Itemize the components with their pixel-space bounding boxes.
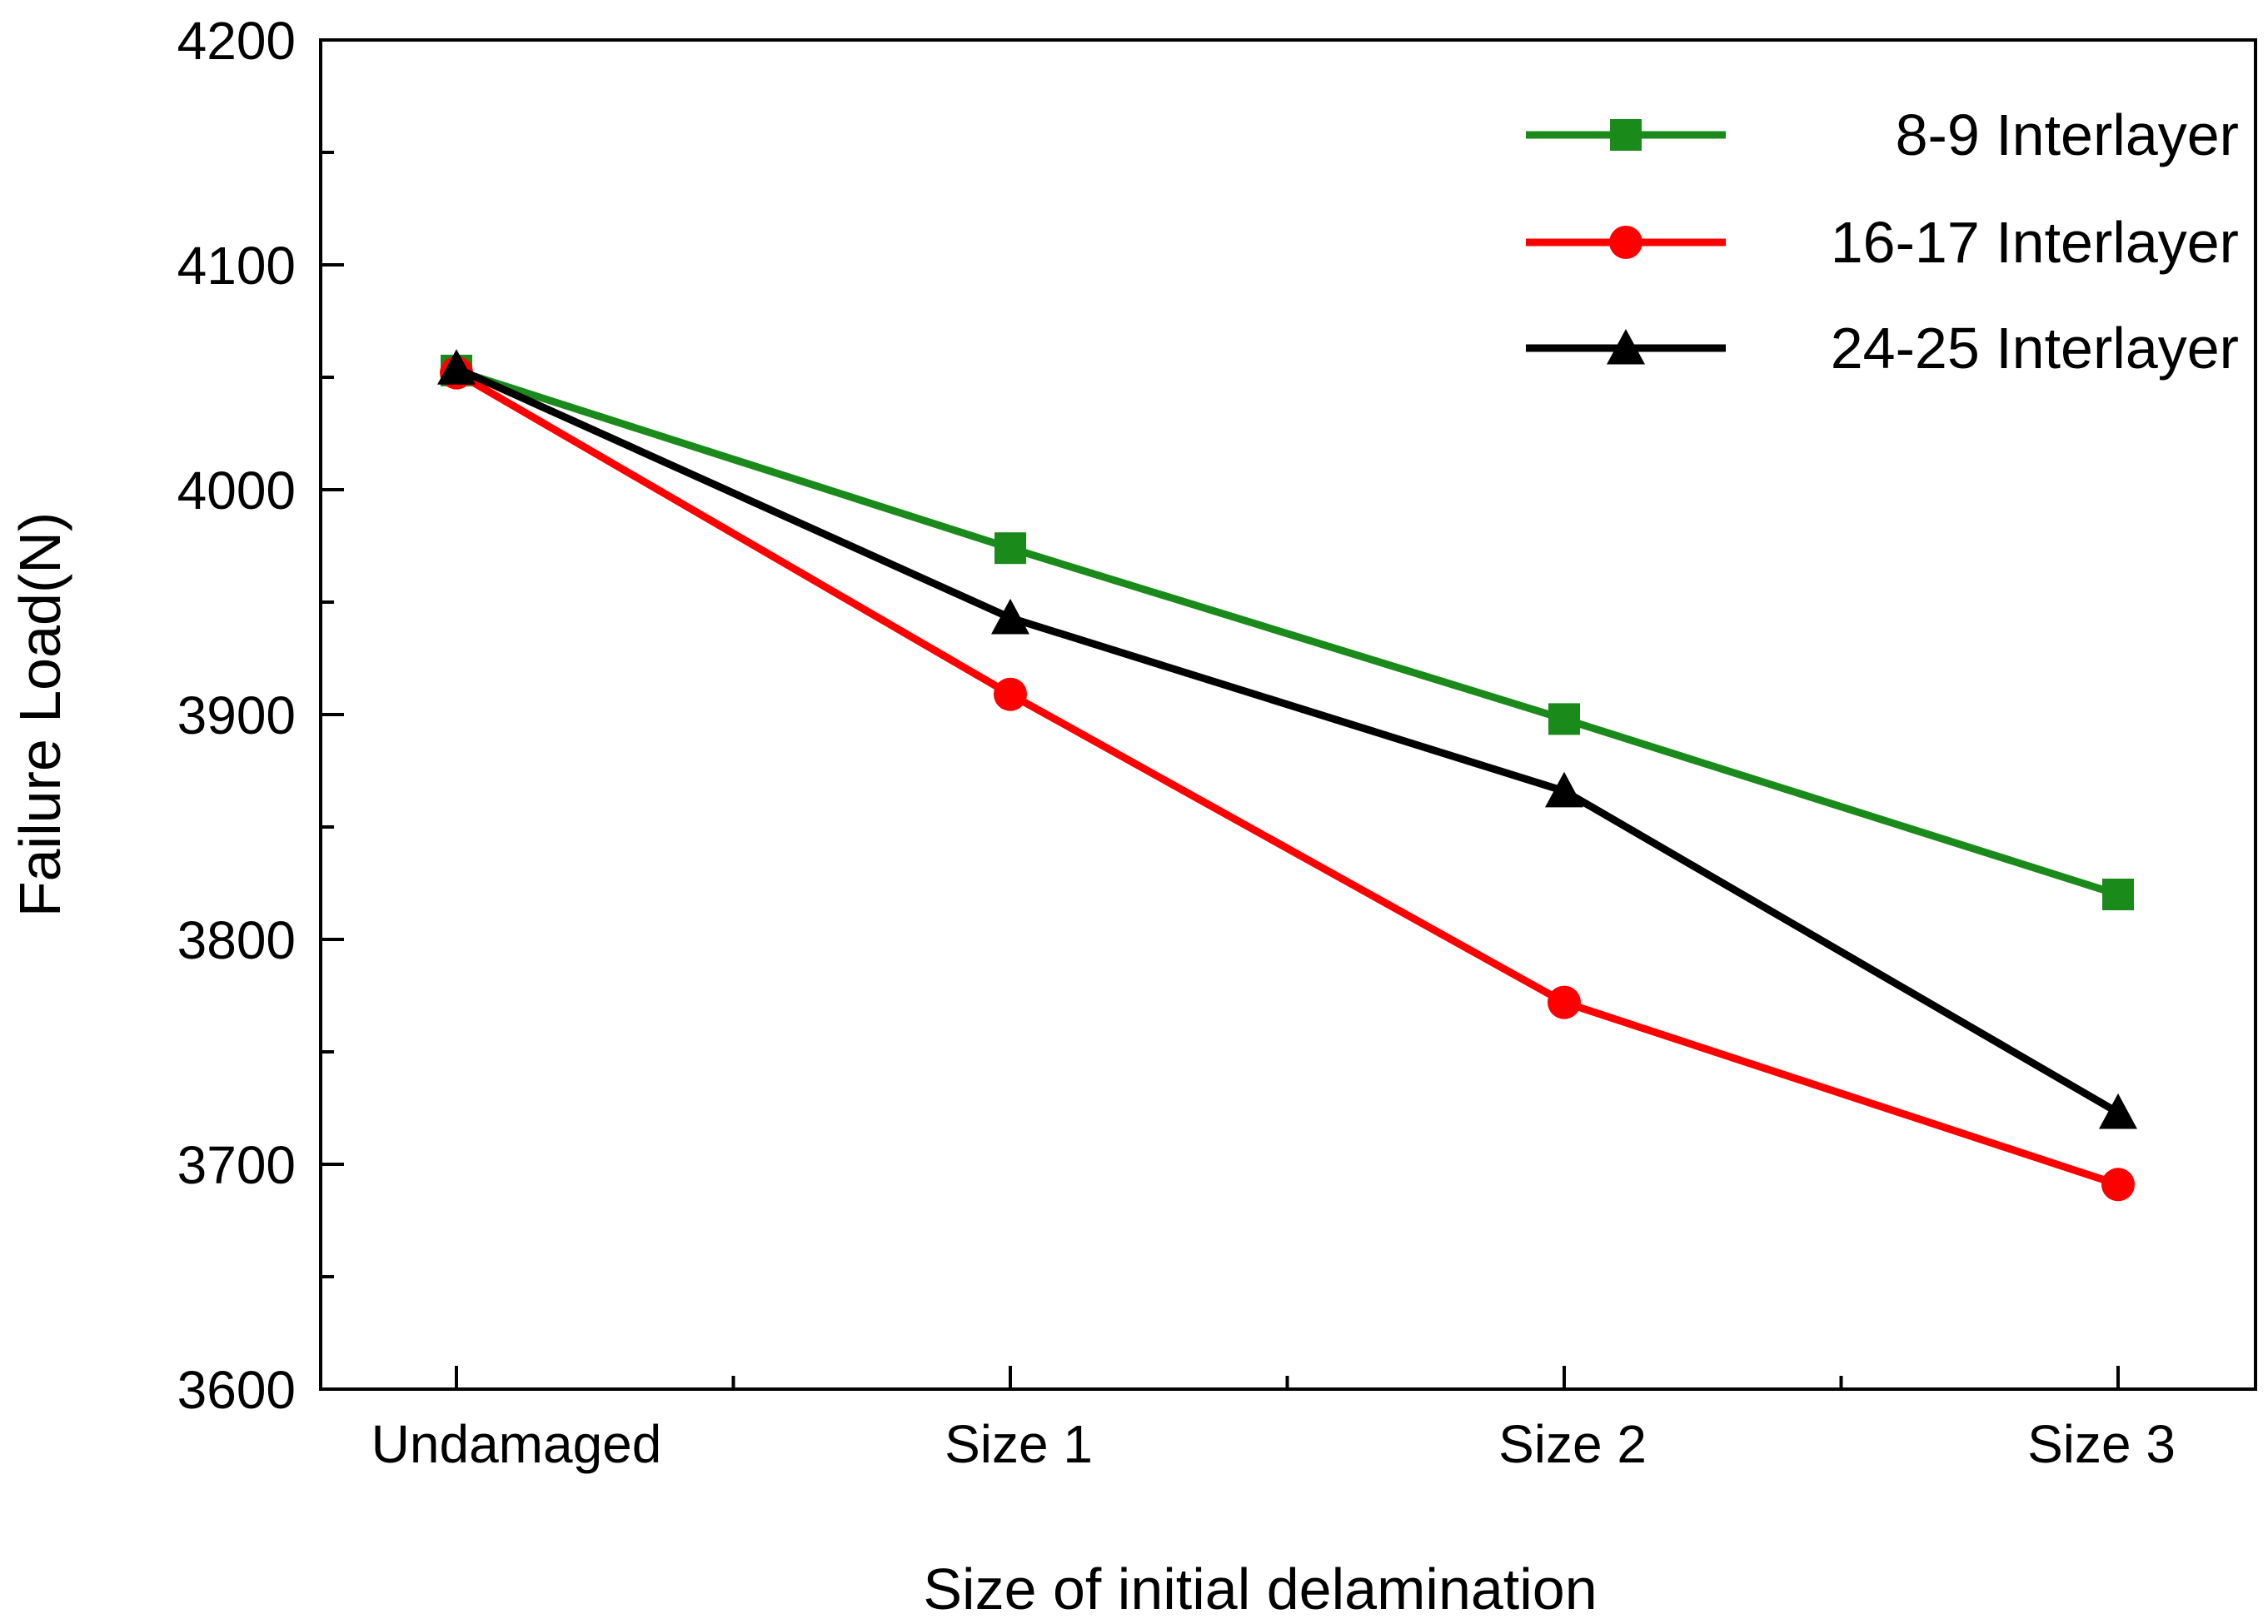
legend: 8-9 Interlayer 16-17 Interlayer 24-25 Inte…	[1526, 102, 2239, 381]
data-point-circle	[1548, 985, 1581, 1019]
series-square	[441, 354, 2134, 910]
series-triangle	[437, 349, 2137, 1129]
y-tick-label: 4100	[177, 236, 296, 296]
series-circle	[440, 356, 2135, 1202]
series-line	[455, 366, 2120, 899]
series-layer	[437, 349, 2137, 1202]
y-tick-label: 3900	[177, 685, 296, 745]
data-point-square	[2102, 879, 2134, 910]
legend-marker-circle	[1609, 226, 1642, 259]
y-tick-label: 4200	[177, 11, 296, 71]
data-point-square	[994, 532, 1026, 565]
legend-label: 24-25 Interlayer	[1831, 316, 2239, 381]
data-point-triangle	[991, 598, 1029, 635]
data-point-triangle	[437, 349, 476, 385]
y-axis-title: Failure Load(N)	[7, 512, 72, 917]
y-tick-label: 3700	[177, 1135, 296, 1195]
data-point-square	[1548, 703, 1580, 735]
series-line	[455, 365, 2121, 1116]
data-point-circle	[2101, 1168, 2135, 1202]
legend-label: 8-9 Interlayer	[1896, 102, 2239, 167]
x-tick-label: Size 2	[1498, 1414, 1647, 1474]
x-tick-label: Size 1	[945, 1414, 1093, 1474]
data-point-triangle	[2099, 1093, 2137, 1129]
legend-marker-triangle	[1607, 329, 1645, 365]
x-tick-label: Size 3	[2027, 1414, 2176, 1474]
legend-marker-square	[1610, 119, 1642, 151]
data-point-circle	[994, 677, 1027, 711]
x-tick-label: Undamaged	[371, 1414, 662, 1474]
x-axis-title: Size of initial delamination	[923, 1557, 1597, 1622]
y-tick-label: 3800	[177, 910, 296, 970]
series-line	[454, 369, 2120, 1188]
y-axis: 3600 3700 3800 3900 4000 4100 4200	[177, 11, 344, 1420]
y-tick-label: 3600	[177, 1360, 296, 1420]
y-tick-label: 4000	[177, 461, 296, 521]
x-axis: Undamaged Size 1 Size 2 Size 3	[371, 1366, 2176, 1474]
legend-item: 16-17 Interlayer	[1526, 210, 2239, 275]
legend-item: 24-25 Interlayer	[1526, 316, 2239, 381]
legend-label: 16-17 Interlayer	[1831, 210, 2239, 275]
legend-item: 8-9 Interlayer	[1526, 102, 2239, 167]
data-point-triangle	[1545, 771, 1583, 808]
